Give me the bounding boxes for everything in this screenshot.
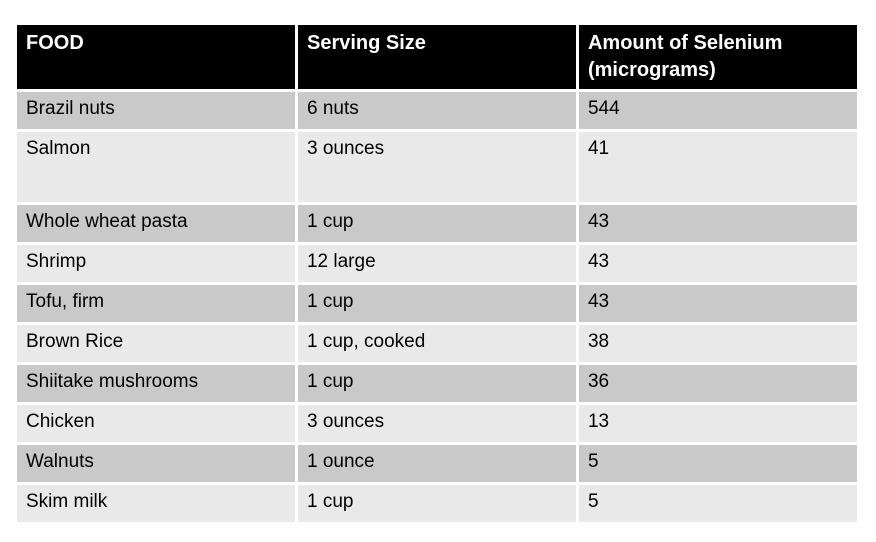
table-row: Walnuts 1 ounce 5 (14, 442, 861, 485)
table-header: FOOD Serving Size Amount of Selenium (mi… (14, 22, 861, 92)
cell-food: Brown Rice (14, 322, 298, 365)
cell-food: Walnuts (14, 442, 298, 485)
cell-food: Tofu, firm (14, 282, 298, 325)
table-row: Brown Rice 1 cup, cooked 38 (14, 322, 861, 365)
table-row: Tofu, firm 1 cup 43 (14, 282, 861, 325)
cell-serving-size: 6 nuts (294, 89, 579, 132)
cell-serving-size: 12 large (294, 242, 579, 285)
cell-selenium-amount: 41 (575, 129, 861, 205)
column-header-selenium-amount: Amount of Selenium (micrograms) (575, 22, 861, 92)
cell-selenium-amount: 544 (575, 89, 861, 132)
cell-food: Shiitake mushrooms (14, 362, 298, 405)
table-row: Brazil nuts 6 nuts 544 (14, 89, 861, 132)
cell-food: Skim milk (14, 482, 298, 525)
cell-serving-size: 1 cup (294, 362, 579, 405)
cell-serving-size: 1 ounce (294, 442, 579, 485)
cell-food: Shrimp (14, 242, 298, 285)
cell-selenium-amount: 43 (575, 282, 861, 325)
table-row: Shiitake mushrooms 1 cup 36 (14, 362, 861, 405)
cell-food: Brazil nuts (14, 89, 298, 132)
cell-selenium-amount: 5 (575, 442, 861, 485)
table-row: Shrimp 12 large 43 (14, 242, 861, 285)
cell-serving-size: 3 ounces (294, 402, 579, 445)
column-header-food: FOOD (14, 22, 298, 92)
cell-food: Whole wheat pasta (14, 202, 298, 245)
table-row: Chicken 3 ounces 13 (14, 402, 861, 445)
cell-food: Salmon (14, 129, 298, 205)
cell-food: Chicken (14, 402, 298, 445)
table-row: Salmon 3 ounces 41 (14, 129, 861, 205)
cell-selenium-amount: 43 (575, 202, 861, 245)
selenium-table-container: FOOD Serving Size Amount of Selenium (mi… (14, 22, 861, 525)
table-row: Skim milk 1 cup 5 (14, 482, 861, 525)
table-body: Brazil nuts 6 nuts 544 Salmon 3 ounces 4… (14, 89, 861, 525)
cell-serving-size: 1 cup (294, 482, 579, 525)
cell-serving-size: 1 cup (294, 282, 579, 325)
cell-selenium-amount: 36 (575, 362, 861, 405)
cell-serving-size: 3 ounces (294, 129, 579, 205)
cell-selenium-amount: 38 (575, 322, 861, 365)
selenium-table: FOOD Serving Size Amount of Selenium (mi… (14, 22, 861, 525)
header-row: FOOD Serving Size Amount of Selenium (mi… (14, 22, 861, 92)
table-row: Whole wheat pasta 1 cup 43 (14, 202, 861, 245)
column-header-serving-size: Serving Size (294, 22, 579, 92)
cell-serving-size: 1 cup, cooked (294, 322, 579, 365)
cell-serving-size: 1 cup (294, 202, 579, 245)
cell-selenium-amount: 5 (575, 482, 861, 525)
cell-selenium-amount: 43 (575, 242, 861, 285)
cell-selenium-amount: 13 (575, 402, 861, 445)
